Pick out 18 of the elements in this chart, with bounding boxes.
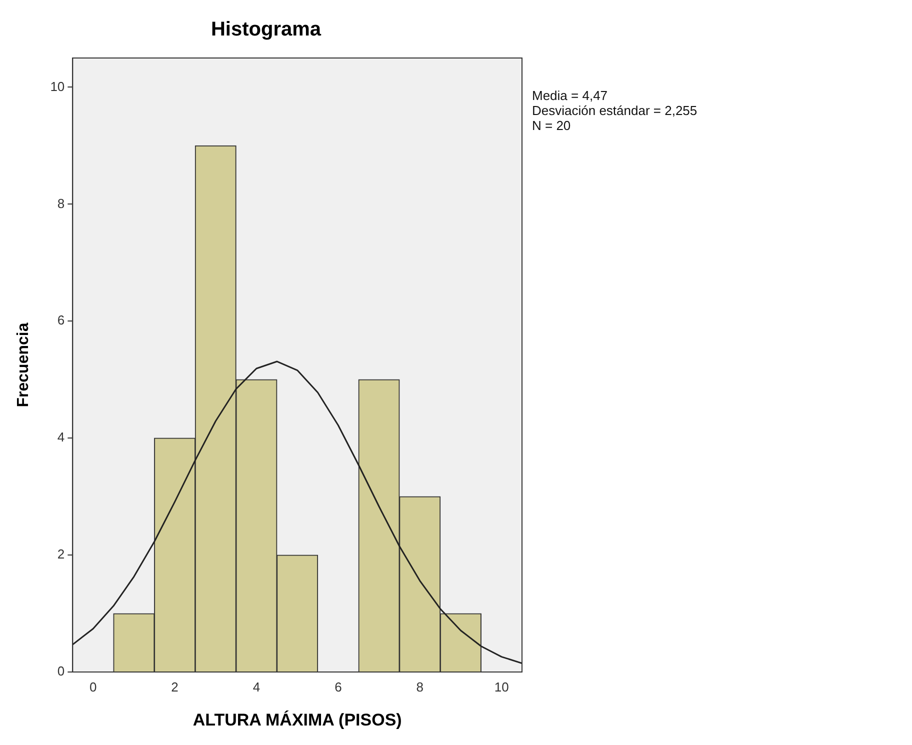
x-tick-label: 6 xyxy=(334,679,342,694)
y-axis-title: Frecuencia xyxy=(15,322,32,408)
y-tick-label: 10 xyxy=(50,78,65,94)
x-tick-label: 2 xyxy=(171,679,178,694)
x-tick-label: 4 xyxy=(252,679,260,694)
y-tick-label: 8 xyxy=(57,196,65,211)
text: N = 20 xyxy=(532,118,572,133)
y-tick-label: 2 xyxy=(57,546,65,562)
x-tick-label: 8 xyxy=(416,679,424,694)
y-tick-label: 0 xyxy=(57,664,65,679)
x-tick-label: 0 xyxy=(89,679,97,694)
y-tick-label: 6 xyxy=(57,312,65,328)
x-tick-label: 10 xyxy=(494,679,509,694)
x-axis-title: ALTURA MÁXIMA (PISOS) xyxy=(192,709,402,730)
y-tick-label: 4 xyxy=(57,430,65,445)
text: Desviación estándar = 2,255 xyxy=(532,103,698,118)
text: Media = 4,47 xyxy=(532,88,609,103)
chart-title: Histograma xyxy=(210,18,322,41)
